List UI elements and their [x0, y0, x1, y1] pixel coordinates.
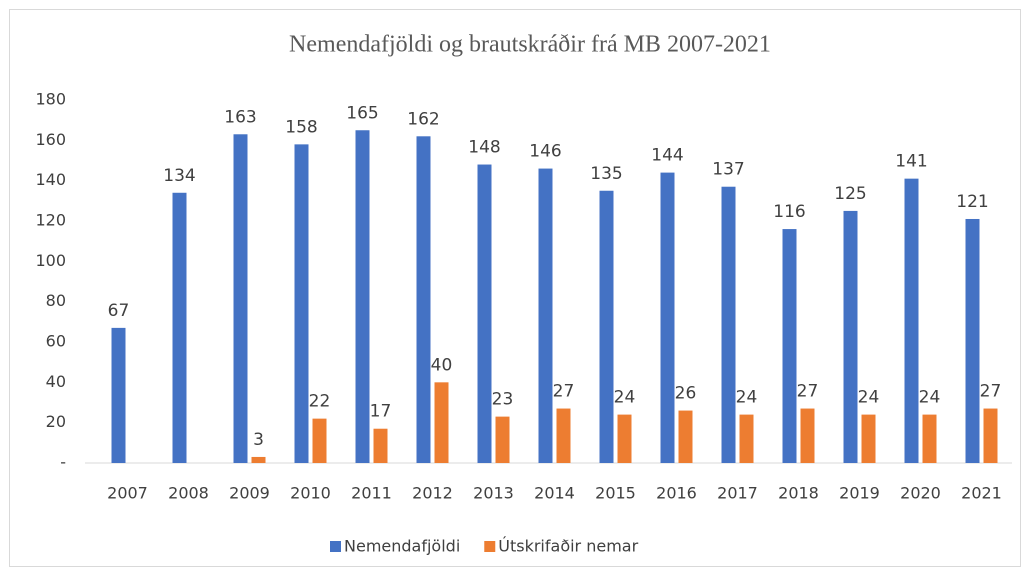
data-label: 24 — [614, 388, 636, 408]
bar — [843, 210, 858, 463]
data-label: 24 — [736, 388, 758, 408]
bar — [477, 164, 492, 464]
y-tick-label: 80 — [46, 291, 66, 310]
y-tick-label: 60 — [46, 332, 66, 351]
x-tick-label: 2011 — [351, 484, 392, 503]
data-label: 26 — [675, 384, 697, 404]
y-tick-label: 40 — [46, 372, 66, 391]
x-tick-label: 2008 — [168, 484, 209, 503]
chart-title: Nemendafjöldi og brautskráðir frá MB 200… — [289, 32, 771, 58]
bar — [373, 428, 388, 463]
data-label: 125 — [834, 184, 866, 204]
x-tick-label: 2014 — [534, 484, 575, 503]
data-label: 3 — [253, 430, 264, 450]
data-label: 67 — [108, 301, 130, 321]
x-tick-label: 2021 — [961, 484, 1002, 503]
legend-label: Útskrifaðir nemar — [498, 537, 638, 556]
legend-swatch — [484, 541, 496, 552]
data-label: 24 — [858, 388, 880, 408]
x-tick-label: 2019 — [839, 484, 880, 503]
bar — [251, 456, 266, 463]
data-label: 141 — [895, 152, 927, 172]
bar — [495, 416, 510, 463]
x-tick-label: 2012 — [412, 484, 453, 503]
bar — [861, 414, 876, 463]
data-label: 165 — [346, 103, 378, 123]
bar — [800, 408, 815, 463]
data-label: 146 — [529, 142, 561, 162]
y-tick-label: 100 — [35, 251, 66, 270]
bar — [904, 178, 919, 463]
bar — [721, 186, 736, 463]
x-tick-label: 2010 — [290, 484, 331, 503]
data-label: 40 — [431, 355, 453, 375]
bar — [922, 414, 937, 463]
bar — [556, 408, 571, 463]
data-label: 148 — [468, 138, 500, 158]
data-label: 135 — [590, 164, 622, 184]
data-label: 163 — [224, 107, 256, 127]
legend-label: Nemendafjöldi — [344, 537, 460, 556]
data-label: 158 — [285, 117, 317, 137]
x-tick-label: 2013 — [473, 484, 514, 503]
y-tick-label: 180 — [35, 90, 66, 109]
data-label: 121 — [956, 192, 988, 212]
data-label: 134 — [163, 166, 195, 186]
bar — [617, 414, 632, 463]
bar — [538, 168, 553, 464]
bar — [660, 172, 675, 463]
data-label: 116 — [773, 202, 805, 222]
data-label: 22 — [309, 392, 331, 412]
bar — [782, 229, 797, 463]
bar — [355, 130, 370, 463]
bar — [312, 418, 327, 463]
data-label: 162 — [407, 109, 439, 129]
bar — [294, 144, 309, 463]
data-label: 137 — [712, 160, 744, 180]
bar — [739, 414, 754, 463]
legend-swatch — [330, 541, 341, 552]
bar — [678, 410, 693, 463]
data-label: 23 — [492, 390, 514, 410]
data-label: 144 — [651, 146, 683, 166]
data-label: 27 — [553, 382, 575, 402]
bar — [416, 136, 431, 464]
bar — [965, 218, 980, 463]
bar — [983, 408, 998, 463]
y-tick-label: - — [60, 453, 66, 472]
x-tick-label: 2016 — [656, 484, 697, 503]
data-label: 24 — [919, 388, 941, 408]
x-tick-label: 2007 — [107, 484, 148, 503]
x-tick-label: 2020 — [900, 484, 941, 503]
bar — [172, 192, 187, 463]
y-tick-label: 120 — [35, 211, 66, 230]
bar — [233, 134, 248, 464]
bar — [434, 382, 449, 463]
y-tick-label: 160 — [35, 130, 66, 149]
x-tick-label: 2018 — [778, 484, 819, 503]
y-tick-label: 20 — [46, 412, 66, 431]
bar — [111, 327, 126, 463]
y-tick-label: 140 — [35, 170, 66, 189]
bar — [599, 190, 614, 463]
data-label: 27 — [797, 382, 819, 402]
x-tick-label: 2009 — [229, 484, 270, 503]
x-tick-label: 2015 — [595, 484, 636, 503]
data-label: 27 — [980, 382, 1002, 402]
x-tick-label: 2017 — [717, 484, 758, 503]
data-label: 17 — [370, 402, 392, 422]
